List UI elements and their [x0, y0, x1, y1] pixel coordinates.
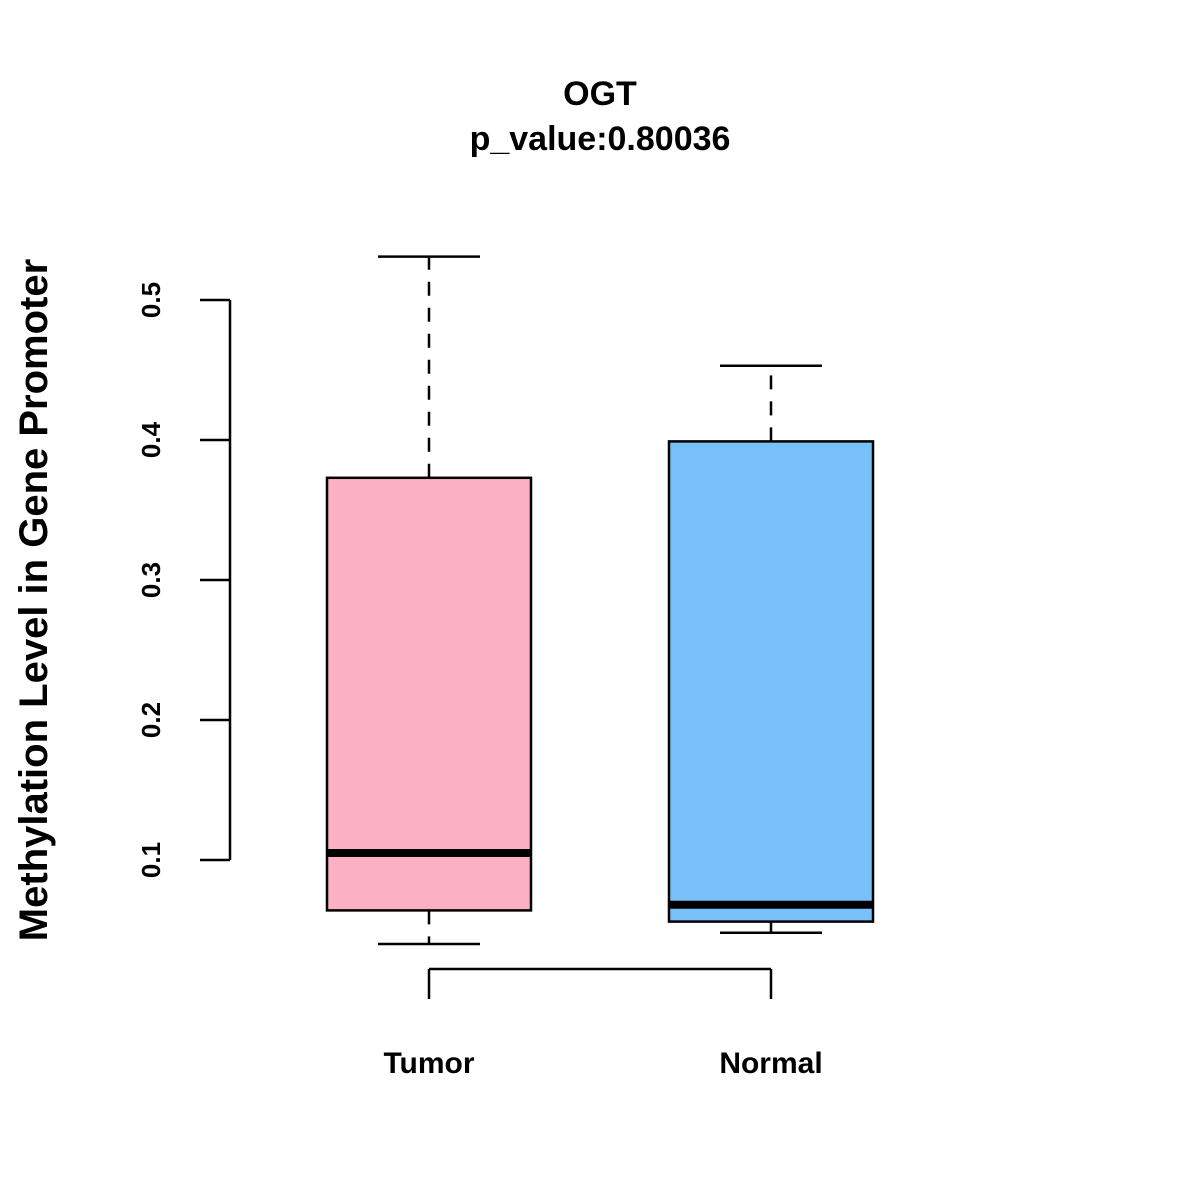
y-tick-label: 0.3	[136, 562, 166, 598]
box-tumor	[325, 255, 533, 946]
box-normal	[667, 364, 875, 935]
y-axis-label: Methylation Level in Gene Promoter	[12, 259, 56, 941]
y-tick-label: 0.5	[136, 282, 166, 318]
box-iqr	[667, 440, 875, 923]
chart-subtitle: p_value:0.80036	[470, 120, 731, 158]
y-tick-label: 0.2	[136, 702, 166, 738]
y-tick-label: 0.4	[136, 421, 166, 458]
boxes-group	[325, 255, 875, 946]
x-axis: Tumor Normal	[383, 967, 823, 1080]
box-iqr	[325, 476, 533, 912]
x-tick-label: Tumor	[383, 1047, 474, 1080]
y-axis: 0.1 0.2 0.3 0.4 0.5	[136, 282, 232, 878]
x-tick-label: Normal	[719, 1047, 822, 1080]
chart-title: OGT	[563, 75, 637, 113]
y-tick-label: 0.1	[136, 842, 166, 878]
